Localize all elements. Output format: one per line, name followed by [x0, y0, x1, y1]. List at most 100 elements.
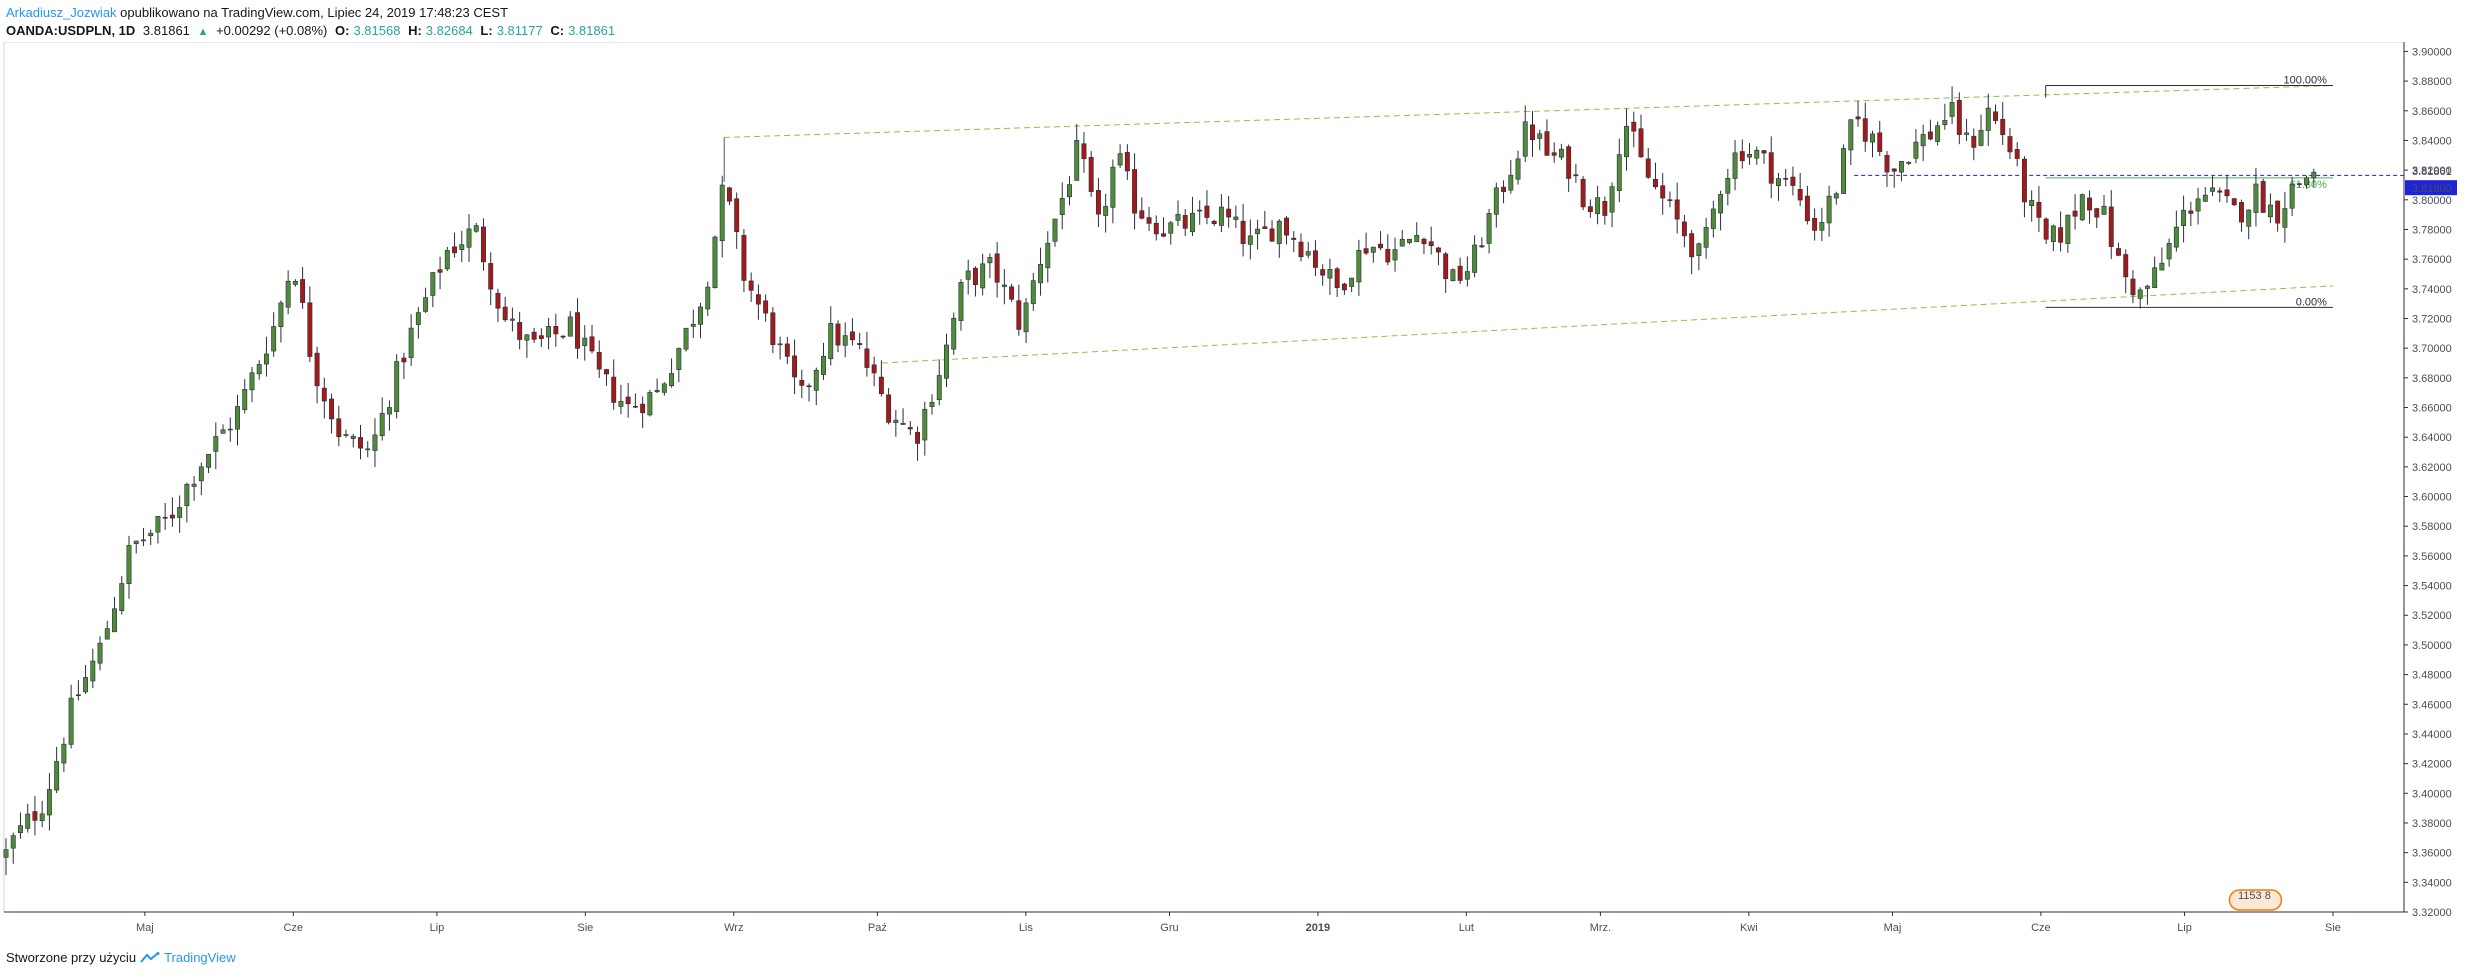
candle: [415, 307, 421, 339]
candle: [1312, 240, 1318, 277]
candle: [1421, 237, 1427, 255]
candle-body: [2079, 194, 2085, 221]
time-scale[interactable]: Maj Cze Lip Sie Wrz Paź Lis Gru 2019 Lut Mrz. Kwi Ma…: [4, 911, 2404, 934]
candle: [1443, 251, 1449, 293]
candle-body: [177, 507, 183, 518]
author-link[interactable]: Arkadiusz_Jozwiak: [6, 5, 117, 20]
candle: [307, 286, 313, 363]
candle: [2123, 249, 2129, 294]
candle: [915, 426, 921, 461]
candle: [936, 359, 942, 406]
candle: [1378, 231, 1384, 251]
candle-body: [1927, 131, 1933, 140]
open-value: 3.81568: [353, 23, 401, 38]
candle-body: [25, 813, 31, 829]
candle-body: [1631, 121, 1637, 132]
candle: [821, 342, 826, 380]
candle-body: [1117, 153, 1123, 166]
candle: [1971, 128, 1977, 161]
candle-body: [683, 327, 689, 350]
candle-body: [75, 694, 81, 697]
candle-body: [401, 357, 407, 363]
candle: [18, 812, 23, 839]
candle: [1768, 136, 1774, 199]
candle: [813, 367, 819, 406]
open-label: O:: [335, 23, 350, 38]
candle: [249, 366, 255, 403]
candle-body: [39, 813, 45, 822]
candle: [705, 281, 711, 316]
candle: [1616, 138, 1622, 203]
price-tick-label: 3.86000: [2412, 106, 2452, 118]
candle: [972, 266, 978, 297]
candle: [1023, 297, 1029, 344]
ohlc-legend: OANDA:USDPLN, 1D 3.81861 ▲ +0.00292 (+0.…: [6, 23, 619, 38]
candle: [2217, 187, 2223, 203]
candle: [2253, 168, 2259, 227]
candle: [1595, 185, 1601, 225]
candle: [719, 175, 725, 258]
candle-body: [1016, 300, 1022, 330]
candle: [495, 288, 501, 323]
candle-body: [2087, 197, 2093, 211]
candle: [314, 346, 320, 404]
candle: [2021, 156, 2027, 218]
candle-body: [1710, 208, 1716, 229]
candle-body: [1544, 131, 1550, 156]
candle: [965, 259, 971, 295]
candle: [401, 352, 407, 379]
candle: [1067, 176, 1072, 206]
candle-body: [1841, 148, 1847, 194]
candle-body: [1530, 124, 1535, 141]
price-scale[interactable]: 3.90000 3.88000 3.86000 3.84000 3.82000 3.800…: [2403, 42, 2452, 919]
candle: [119, 576, 125, 615]
candle: [1240, 203, 1246, 257]
candle: [242, 379, 248, 414]
candle: [1537, 129, 1543, 151]
candle: [2304, 175, 2310, 189]
candle: [198, 462, 204, 496]
candle-body: [2260, 181, 2266, 213]
candle-body: [589, 336, 595, 352]
candle: [278, 300, 284, 343]
candle: [1783, 168, 1789, 187]
candle: [1877, 120, 1883, 157]
candle-body: [1139, 210, 1145, 219]
candle-body: [1551, 152, 1557, 156]
candle: [2014, 142, 2020, 167]
candle: [1667, 191, 1673, 208]
candle: [329, 393, 335, 434]
tradingview-link[interactable]: TradingView: [164, 950, 236, 965]
price-tick-label: 3.36000: [2412, 848, 2452, 860]
candle-body: [502, 306, 508, 321]
candle: [835, 320, 841, 353]
candle-body: [1074, 140, 1080, 181]
candle-body: [784, 343, 790, 357]
candle: [1385, 234, 1391, 266]
candle-body: [140, 539, 146, 542]
candle-body: [2144, 285, 2150, 289]
time-tick-label: Paź: [868, 922, 887, 934]
candle-body: [1573, 174, 1579, 177]
candle-body: [1414, 234, 1420, 243]
candle: [1624, 108, 1629, 171]
candle: [784, 336, 790, 365]
candle: [2108, 190, 2114, 259]
candle: [553, 313, 559, 347]
candle: [1631, 111, 1637, 148]
candle: [466, 214, 472, 262]
candle-body: [1189, 212, 1195, 233]
candle-body: [1493, 187, 1499, 215]
candle: [1718, 190, 1724, 231]
candle: [2029, 190, 2035, 222]
candle: [1110, 159, 1116, 224]
candle: [162, 502, 168, 530]
time-tick-label: Maj: [1884, 922, 1902, 934]
price-chart[interactable]: 3.90000 3.88000 3.86000 3.84000 3.82000 3.800…: [0, 42, 2468, 942]
candle-body: [2181, 209, 2187, 226]
candle-body: [1703, 227, 1709, 248]
candle-body: [669, 373, 675, 387]
candle: [893, 409, 899, 437]
candle-body: [32, 811, 38, 821]
candle-body: [1023, 302, 1029, 333]
